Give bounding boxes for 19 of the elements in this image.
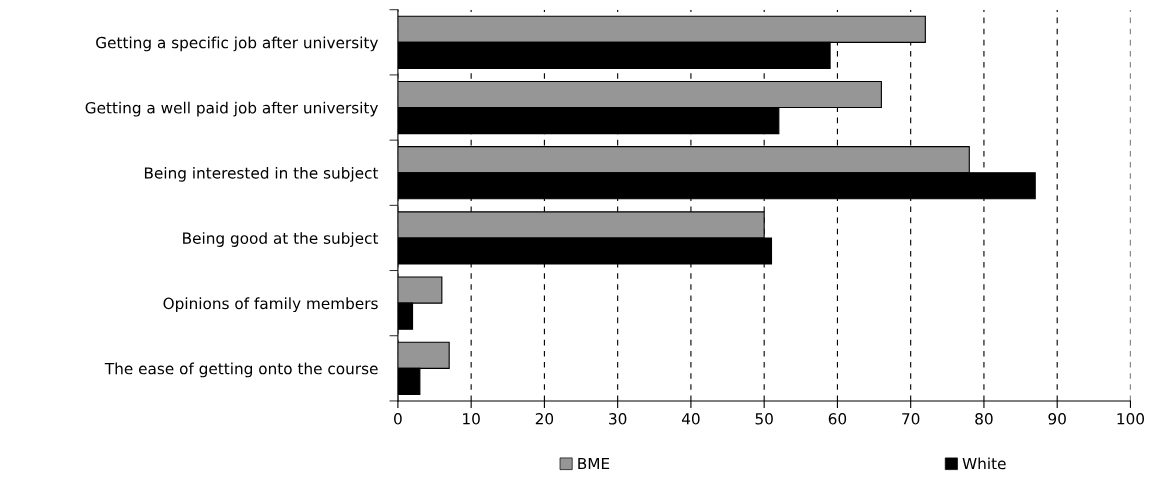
x-tick-label: 10 bbox=[463, 413, 480, 425]
x-tick-label: 0 bbox=[394, 413, 402, 425]
x-tick-label: 70 bbox=[902, 413, 920, 425]
x-tick-label: 40 bbox=[681, 413, 700, 425]
x-tick-label: 50 bbox=[755, 413, 773, 425]
x-tick-label: 100 bbox=[1117, 413, 1145, 425]
y-tick-label: Opinions of family members bbox=[163, 297, 378, 313]
x-tick-label: 20 bbox=[535, 413, 554, 425]
legend-label: White bbox=[962, 457, 1006, 470]
x-tick-label: 90 bbox=[1048, 413, 1066, 425]
y-tick-label: The ease of getting onto the course bbox=[104, 362, 378, 378]
legend-label: BME bbox=[578, 457, 610, 470]
y-tick-label: Being interested in the subject bbox=[144, 166, 379, 182]
x-tick-label: 80 bbox=[975, 413, 993, 425]
x-tick-label: 30 bbox=[609, 413, 627, 425]
y-tick-label: Getting a well paid job after university bbox=[85, 101, 378, 117]
y-tick-label: Getting a specific job after university bbox=[96, 36, 378, 52]
y-tick-label: Being good at the subject bbox=[183, 232, 379, 247]
x-tick-label: 60 bbox=[828, 413, 847, 425]
